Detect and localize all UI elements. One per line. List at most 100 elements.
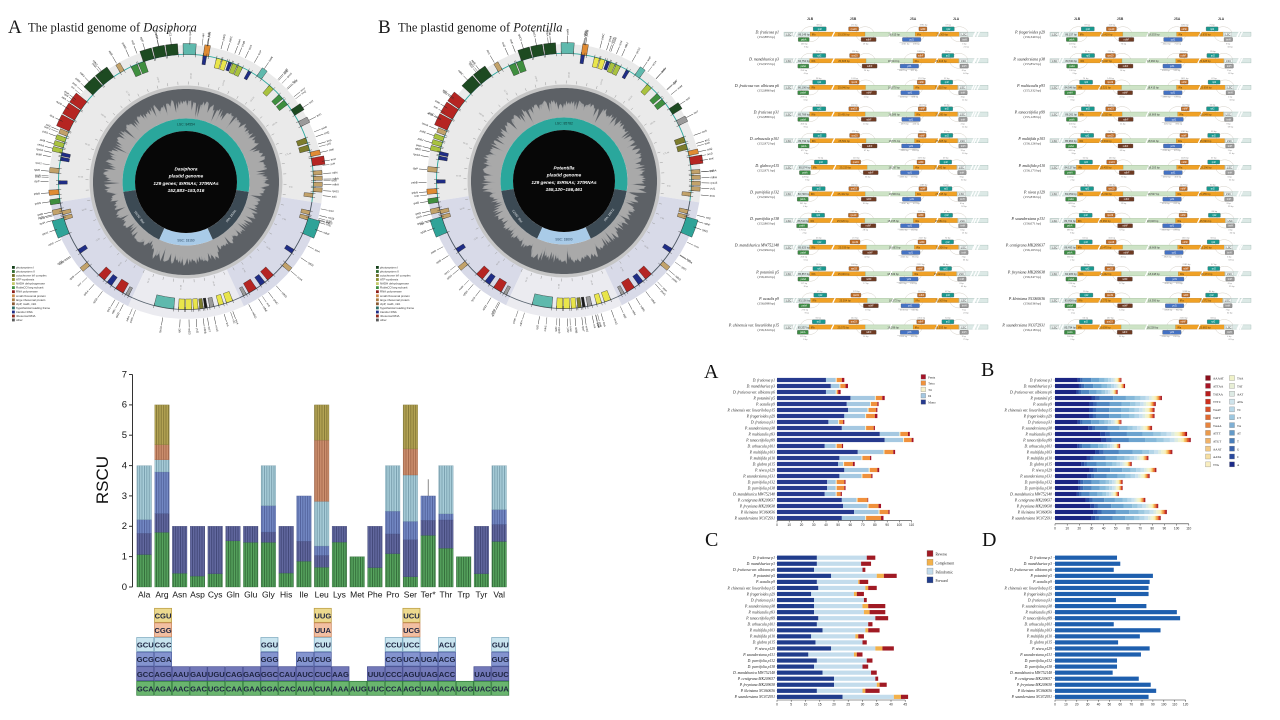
svg-text:rps19: rps19 (852, 241, 859, 244)
svg-text:rps19: rps19 (1108, 134, 1115, 137)
svg-text:trnC: trnC (316, 112, 322, 118)
svg-text:rpoC1: rpoC1 (168, 29, 173, 37)
svg-text:1176 bp: 1176 bp (918, 291, 927, 293)
svg-text:The plastid genome of Potentil: The plastid genome of Potentilla (398, 21, 563, 35)
svg-text:IRa: IRa (1179, 112, 1184, 116)
svg-text:rps19: rps19 (1107, 294, 1114, 297)
svg-text:CUU: CUU (315, 641, 332, 650)
svg-text:SSC: 18160: SSC: 18160 (177, 239, 194, 243)
svg-text:P. chinensis var. lineariloba: P. chinensis var. lineariloba p15 (1004, 586, 1053, 590)
svg-text:30: 30 (1086, 703, 1090, 707)
svg-text:498 bp: 498 bp (913, 43, 920, 45)
svg-text:AAA: AAA (332, 684, 349, 693)
svg-text:trnH: trnH (1228, 225, 1233, 228)
svg-text:trnH: trnH (1227, 118, 1232, 121)
svg-text:226 bp: 226 bp (1108, 51, 1115, 53)
svg-text:psbA: psbA (802, 305, 808, 308)
svg-text:90: 90 (885, 523, 889, 527)
svg-text:ycf1: ycf1 (1171, 92, 1176, 95)
svg-text:D. fruticosa p31: D. fruticosa p31 (753, 111, 779, 115)
svg-text:atpE: atpE (622, 313, 627, 319)
svg-text:rps19: rps19 (1107, 81, 1114, 84)
svg-text:263 bp: 263 bp (1109, 158, 1116, 160)
svg-text:P. freyniana MK209638: P. freyniana MK209638 (1016, 683, 1052, 687)
svg-text:trnH: trnH (960, 198, 965, 201)
svg-text:ndhF: ndhF (1124, 172, 1130, 175)
svg-text:rpl14: rpl14 (652, 60, 658, 67)
svg-text:rbcL: rbcL (292, 78, 298, 84)
svg-text:GGG: GGG (261, 655, 279, 664)
svg-text:4318 bp: 4318 bp (1162, 230, 1171, 232)
svg-text:His: His (280, 590, 292, 600)
svg-text:psbA: psbA (800, 331, 806, 334)
svg-text:rps3: rps3 (470, 295, 477, 302)
svg-text:14 bp: 14 bp (1120, 70, 1126, 72)
svg-text:87 bp: 87 bp (945, 291, 951, 293)
svg-text:2 bp: 2 bp (1070, 259, 1075, 261)
svg-text:4136 bp: 4136 bp (1162, 150, 1171, 152)
svg-text:632 bp: 632 bp (1173, 203, 1180, 205)
svg-text:P. centigrana MK209637: P. centigrana MK209637 (1014, 498, 1052, 502)
svg-text:LSC: LSC (1052, 112, 1057, 116)
svg-text:45 bp: 45 bp (1120, 256, 1126, 258)
svg-text:55 bp: 55 bp (1083, 291, 1089, 293)
svg-text:34 bp: 34 bp (1229, 100, 1235, 102)
svg-text:4261 bp: 4261 bp (901, 43, 910, 45)
svg-text:trnT: trnT (308, 99, 314, 105)
svg-text:86,106 bp: 86,106 bp (798, 86, 810, 90)
svg-text:1479 bp: 1479 bp (1180, 184, 1189, 186)
svg-text:62 bp: 62 bp (1228, 339, 1234, 341)
svg-text:Mono: Mono (928, 401, 936, 405)
svg-text:C: C (705, 529, 718, 551)
svg-text:18,571 bp: 18,571 bp (889, 139, 901, 143)
svg-text:ATTT: ATTT (1213, 432, 1221, 436)
svg-text:TC: TC (1237, 408, 1241, 412)
svg-text:54 bp: 54 bp (945, 317, 951, 319)
svg-text:9 bp: 9 bp (1226, 43, 1231, 45)
svg-text:409 bp: 409 bp (1068, 203, 1075, 205)
svg-text:IRb: IRb (811, 192, 816, 196)
svg-text:Reverse: Reverse (936, 553, 948, 557)
svg-text:D. arbuscula p101: D. arbuscula p101 (746, 444, 775, 448)
svg-text:D. glabra p115: D. glabra p115 (754, 164, 779, 168)
svg-text:ndhF: ndhF (866, 38, 872, 41)
svg-text:120: 120 (1183, 703, 1189, 707)
svg-text:rbcL: rbcL (486, 49, 492, 56)
svg-text:810 bp: 810 bp (1173, 336, 1180, 338)
svg-text:trnE: trnE (509, 39, 515, 45)
svg-text:8 bp: 8 bp (1070, 100, 1075, 102)
svg-text:25,229 bp: 25,229 bp (840, 166, 852, 170)
svg-text:P. acaulis p9: P. acaulis p9 (1032, 402, 1052, 406)
svg-text:D. fruticosa p1: D. fruticosa p1 (752, 378, 775, 382)
svg-text:25,310 bp: 25,310 bp (935, 86, 947, 90)
svg-text:D. mandshurica MW752148: D. mandshurica MW752148 (1009, 492, 1052, 496)
svg-text:CGA: CGA (155, 655, 172, 664)
svg-text:P. tanacetifolia p99: P. tanacetifolia p99 (1022, 438, 1052, 442)
svg-text:IRa: IRa (915, 325, 920, 329)
svg-text:20: 20 (1075, 703, 1079, 707)
svg-text:AUU: AUU (297, 655, 314, 664)
svg-text:LSC: LSC (959, 192, 964, 196)
svg-text:20: 20 (1078, 526, 1082, 530)
svg-text:trnH: trnH (962, 65, 967, 68)
svg-text:ndhG: ndhG (639, 305, 646, 313)
svg-text:trnH: trnH (961, 145, 966, 148)
svg-text:ndhF: ndhF (1122, 225, 1128, 228)
svg-text:50 bp: 50 bp (1227, 313, 1233, 315)
svg-text:ndhF: ndhF (1122, 92, 1128, 95)
svg-text:4266 bp: 4266 bp (1162, 336, 1171, 338)
svg-text:trnA: trnA (602, 321, 607, 327)
svg-text:3 bp: 3 bp (803, 339, 808, 341)
svg-text:LSC: LSC (961, 59, 966, 63)
svg-text:80 bp: 80 bp (863, 203, 869, 205)
svg-text:Palindromic: Palindromic (936, 570, 954, 574)
svg-text:36 kb: 36 kb (212, 281, 216, 287)
svg-text:25,342 bp: 25,342 bp (934, 166, 946, 170)
svg-text:UAU: UAU (474, 670, 491, 679)
svg-text:D. arbuscula p101: D. arbuscula p101 (1023, 623, 1052, 627)
svg-text:35: 35 (875, 703, 879, 707)
svg-text:30: 30 (1090, 526, 1094, 530)
svg-text:rpl2: rpl2 (1085, 267, 1090, 270)
svg-text:trnH: trnH (962, 38, 967, 41)
svg-text:rps19: rps19 (490, 309, 497, 317)
